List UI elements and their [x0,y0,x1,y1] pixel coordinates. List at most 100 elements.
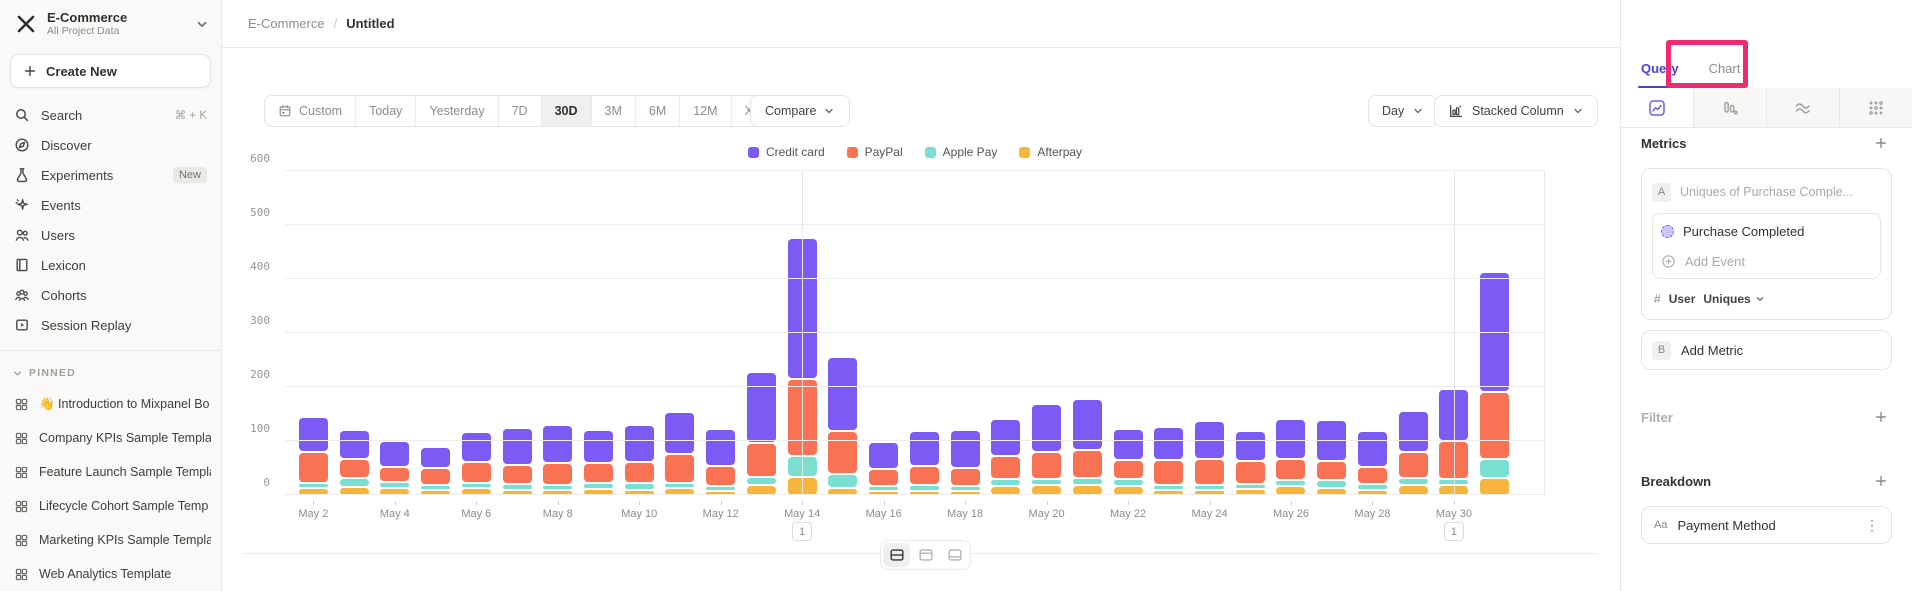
bar-segment-apple-pay[interactable] [950,487,980,490]
bar-segment-apple-pay[interactable] [869,487,899,490]
stacked-bar[interactable] [1317,420,1347,495]
kebab-menu-icon[interactable]: ⋮ [1865,516,1879,533]
bar-segment-apple-pay[interactable] [1113,479,1143,486]
bar-segment-credit-card[interactable] [1113,429,1143,460]
stacked-bar[interactable] [869,442,899,495]
bar-segment-credit-card[interactable] [421,448,451,468]
bar-segment-apple-pay[interactable] [1317,481,1347,487]
bar-segment-afterpay[interactable] [584,489,613,495]
stacked-bar[interactable] [706,429,736,495]
add-breakdown-button[interactable] [1870,470,1892,492]
bar-segment-afterpay[interactable] [706,492,736,495]
bar-segment-paypal[interactable] [461,463,491,482]
bar-segment-paypal[interactable] [1154,460,1184,484]
bar-segment-paypal[interactable] [584,464,613,482]
bar-segment-afterpay[interactable] [1235,489,1265,495]
metric-a-name-row[interactable]: A Uniques of Purchase Comple... [1652,177,1881,207]
bar-segment-credit-card[interactable] [584,430,613,463]
bar-segment-credit-card[interactable] [1072,399,1102,449]
bar-segment-afterpay[interactable] [1195,490,1225,495]
bar-segment-paypal[interactable] [1398,453,1428,477]
bar-segment-credit-card[interactable] [1154,427,1184,459]
bar-segment-afterpay[interactable] [1032,485,1062,495]
stacked-bar[interactable] [380,441,410,495]
layout-toggle-layout-bottom[interactable] [941,543,968,567]
sidebar-item-session-replay[interactable]: Session Replay [0,310,221,340]
bar-segment-paypal[interactable] [909,466,939,484]
date-range-option-3m[interactable]: 3M [592,96,636,126]
pinned-board-item[interactable]: Lifecycle Cohort Sample Temp [0,489,221,523]
sidebar-item-discover[interactable]: Discover [0,130,221,160]
bar-segment-apple-pay[interactable] [991,479,1021,486]
bar-segment-credit-card[interactable] [869,442,899,469]
pinned-board-item[interactable]: Feature Launch Sample Templa [0,455,221,489]
stacked-bar[interactable] [624,426,654,495]
stacked-bar[interactable] [461,433,491,495]
bar-segment-paypal[interactable] [1195,459,1225,484]
date-range-option-today[interactable]: Today [356,96,417,126]
bar-segment-apple-pay[interactable] [298,483,328,487]
pinned-board-item[interactable]: Marketing KPIs Sample Templat [0,523,221,557]
bar-segment-paypal[interactable] [950,468,980,485]
bar-segment-afterpay[interactable] [746,486,776,495]
add-metric-card[interactable]: B Add Metric [1641,330,1892,370]
sidebar-item-events[interactable]: Events [0,190,221,220]
add-event-row[interactable]: Add Event [1661,246,1872,276]
bar-segment-apple-pay[interactable] [380,482,410,488]
report-title[interactable]: Untitled [346,16,395,31]
pinned-board-item[interactable]: Company KPIs Sample Templat [0,421,221,455]
stacked-bar[interactable] [1480,273,1510,495]
bar-segment-afterpay[interactable] [991,487,1021,495]
bar-segment-paypal[interactable] [665,454,695,482]
bar-segment-credit-card[interactable] [950,431,980,467]
stacked-bar[interactable] [991,420,1021,495]
bar-segment-apple-pay[interactable] [909,485,939,490]
bar-segment-credit-card[interactable] [1032,405,1062,452]
bar-segment-apple-pay[interactable] [1195,485,1225,489]
bar-segment-paypal[interactable] [543,464,573,485]
bar-segment-apple-pay[interactable] [1357,484,1387,489]
bar-segment-credit-card[interactable] [665,412,695,453]
bar-segment-apple-pay[interactable] [1072,478,1102,484]
bar-segment-apple-pay[interactable] [1276,481,1306,486]
bar-segment-afterpay[interactable] [1154,490,1184,495]
stacked-bar[interactable] [1113,429,1143,495]
bar-segment-apple-pay[interactable] [461,483,491,488]
view-tab-funnels[interactable] [1693,88,1766,127]
bar-segment-paypal[interactable] [1235,462,1265,483]
stacked-bar[interactable] [1357,432,1387,495]
bar-segment-afterpay[interactable] [1480,478,1510,495]
bar-segment-credit-card[interactable] [1235,431,1265,461]
workspace-switcher[interactable]: E-Commerce All Project Data [0,0,221,46]
bar-segment-apple-pay[interactable] [828,474,858,487]
bar-segment-afterpay[interactable] [950,492,980,495]
sidebar-item-lexicon[interactable]: Lexicon [0,250,221,280]
bar-segment-credit-card[interactable] [380,441,410,466]
view-tab-insights[interactable] [1621,88,1693,127]
bar-segment-credit-card[interactable] [1398,411,1428,452]
stacked-bar[interactable] [584,430,613,495]
stacked-bar[interactable] [950,431,980,495]
breadcrumb-parent[interactable]: E-Commerce [248,16,325,31]
pinned-board-item[interactable]: Web Analytics Template [0,557,221,591]
bar-segment-credit-card[interactable] [339,430,369,458]
count-type-dropdown[interactable]: Uniques [1703,292,1764,306]
bar-segment-apple-pay[interactable] [624,483,654,489]
stacked-bar[interactable] [1072,399,1102,495]
bar-segment-afterpay[interactable] [909,492,939,495]
sidebar-item-search[interactable]: Search ⌘ + K [0,100,221,130]
bar-segment-paypal[interactable] [991,456,1021,478]
bar-segment-credit-card[interactable] [502,428,532,465]
stacked-bar[interactable] [665,412,695,495]
stacked-bar[interactable] [339,430,369,495]
bar-segment-apple-pay[interactable] [502,484,532,490]
bar-segment-afterpay[interactable] [624,490,654,495]
bar-segment-apple-pay[interactable] [1154,485,1184,489]
bar-segment-afterpay[interactable] [665,489,695,495]
stacked-bar[interactable] [298,417,328,495]
stacked-bar[interactable] [1235,431,1265,495]
stacked-bar[interactable] [746,372,776,495]
bar-segment-paypal[interactable] [1032,453,1062,479]
event-row[interactable]: Purchase Completed [1661,216,1872,246]
bar-segment-paypal[interactable] [869,470,899,485]
